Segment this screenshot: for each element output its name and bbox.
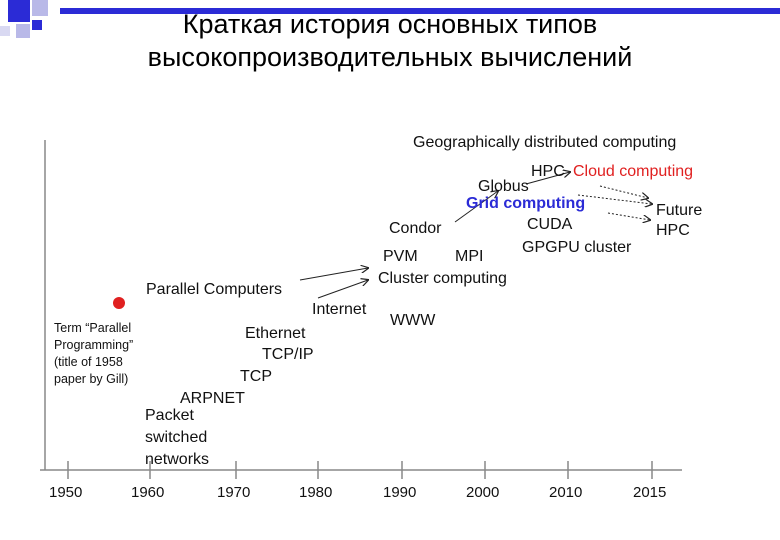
label-tcp: TCP bbox=[240, 368, 272, 385]
arrow-internet-cluster bbox=[317, 280, 368, 299]
page-title: Краткая история основных типов высокопро… bbox=[0, 8, 780, 74]
arrow-parallel-cluster bbox=[299, 268, 368, 281]
arrow-grid-future bbox=[577, 194, 652, 204]
label-cloud: Cloud computing bbox=[573, 163, 694, 180]
label-term-4: paper by Gill) bbox=[54, 372, 129, 386]
label-cluster: Cluster computing bbox=[378, 270, 507, 287]
arrow-cloud-future bbox=[599, 185, 648, 198]
label-packet-1: Packet bbox=[145, 407, 194, 424]
label-globus: Globus bbox=[478, 178, 529, 195]
label-geo: Geographically distributed computing bbox=[413, 134, 677, 151]
label-condor: Condor bbox=[389, 220, 442, 237]
label-tcpip: TCP/IP bbox=[262, 346, 314, 363]
label-pvm: PVM bbox=[383, 248, 418, 265]
corner-square bbox=[8, 0, 30, 22]
corner-square bbox=[0, 26, 10, 36]
label-term-1: Term “Parallel bbox=[54, 321, 132, 335]
label-parallel: Parallel Computers bbox=[146, 281, 283, 298]
title-line-2: высокопроизводительных вычислений bbox=[147, 42, 633, 72]
label-term-3: (title of 1958 bbox=[54, 355, 123, 369]
corner-square bbox=[32, 0, 48, 16]
label-packet-2: switched bbox=[145, 429, 208, 446]
title-line-1: Краткая история основных типов bbox=[182, 9, 598, 39]
label-internet: Internet bbox=[312, 301, 367, 318]
label-grid: Grid computing bbox=[466, 195, 586, 212]
year-label: 2015 bbox=[633, 484, 667, 501]
red-dot bbox=[113, 297, 125, 309]
year-label: 1990 bbox=[383, 484, 417, 501]
label-ethernet: Ethernet bbox=[245, 325, 306, 342]
year-label: 2010 bbox=[549, 484, 583, 501]
year-label: 1950 bbox=[49, 484, 83, 501]
label-packet-3: networks bbox=[145, 451, 210, 468]
label-term-2: Programming” bbox=[54, 338, 134, 352]
year-label: 1960 bbox=[131, 484, 165, 501]
label-cuda: CUDA bbox=[527, 216, 573, 233]
label-gpgpu: GPGPU cluster bbox=[522, 239, 632, 256]
arrow-globus-hpc bbox=[525, 172, 570, 185]
year-label: 1970 bbox=[217, 484, 251, 501]
year-label: 1980 bbox=[299, 484, 333, 501]
label-arpnet: ARPNET bbox=[180, 390, 245, 407]
arrow-condor-grid bbox=[454, 191, 498, 223]
corner-square bbox=[16, 24, 30, 38]
label-future: Future bbox=[656, 202, 703, 219]
label-hpc: HPC bbox=[531, 163, 565, 180]
corner-square bbox=[32, 20, 42, 30]
arrow-cuda-future bbox=[607, 212, 650, 220]
label-www: WWW bbox=[390, 312, 436, 329]
label-future-hpc: HPC bbox=[656, 222, 690, 239]
label-mpi: MPI bbox=[455, 248, 484, 265]
year-label: 2000 bbox=[466, 484, 500, 501]
title-bar bbox=[60, 8, 780, 14]
